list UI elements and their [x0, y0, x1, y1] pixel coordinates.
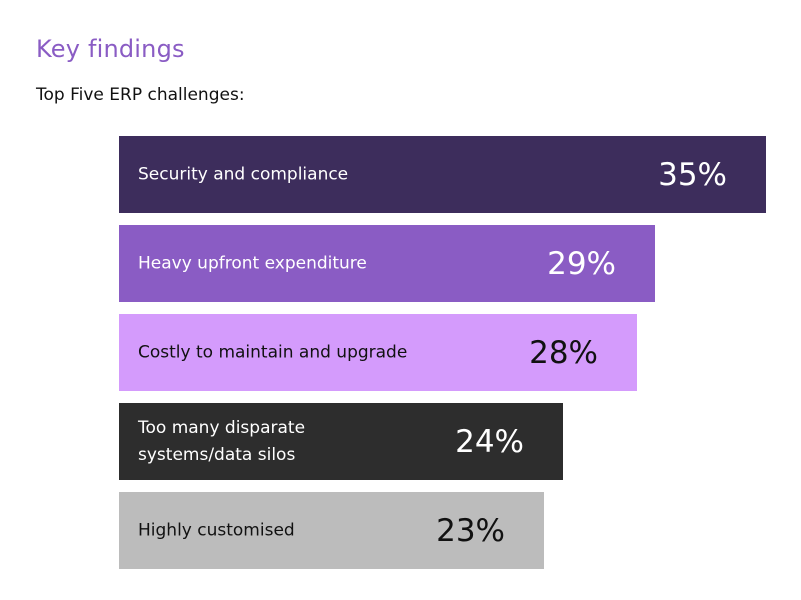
- bar-label: Security and compliance: [138, 164, 349, 184]
- bar: Security and compliance 35%: [119, 136, 766, 213]
- bar: Too many disparate systems/data silos 24%: [119, 403, 563, 480]
- bar: Highly customised 23%: [119, 492, 544, 569]
- bar-label: Costly to maintain and upgrade: [138, 342, 408, 362]
- bar: Heavy upfront expenditure 29%: [119, 225, 655, 302]
- bar-value-label: 35%: [658, 156, 727, 193]
- bar: Costly to maintain and upgrade 28%: [119, 314, 637, 391]
- bar-value-label: 24%: [455, 423, 524, 460]
- page-title: Key findings: [36, 35, 185, 63]
- bar-value-label: 29%: [547, 245, 616, 282]
- bar-label: Heavy upfront expenditure: [138, 253, 367, 273]
- bar-value-label: 28%: [529, 334, 598, 371]
- bar-value-label: 23%: [436, 512, 505, 549]
- chart-subtitle: Top Five ERP challenges:: [36, 85, 245, 105]
- bar-label: Highly customised: [138, 520, 295, 540]
- bar-label: Too many disparate systems/data silos: [138, 417, 306, 465]
